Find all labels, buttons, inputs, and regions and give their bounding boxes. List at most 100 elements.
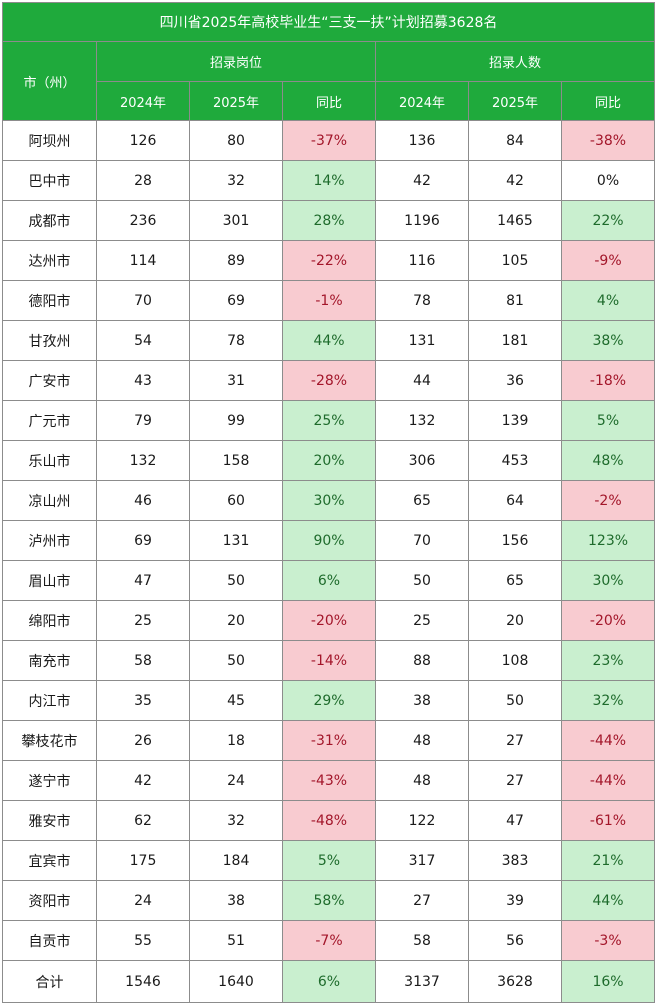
positions-2025-cell: 184 [189,840,283,881]
city-cell: 巴中市 [2,160,97,201]
people-2025-cell: 84 [468,120,562,161]
positions-2025-cell: 78 [189,320,283,361]
positions-2024-cell: 25 [96,600,190,641]
table-row: 凉山州 46 60 30% 65 64 -2% [2,480,656,521]
city-cell: 甘孜州 [2,320,97,361]
positions-yoy-cell: -14% [282,640,376,681]
people-yoy-cell: -3% [560,920,656,961]
people-2024-cell: 44 [375,360,469,401]
positions-2025-cell: 38 [189,880,283,921]
table-row: 遂宁市 42 24 -43% 48 27 -44% [2,760,656,801]
table-row: 泸州市 69 131 90% 70 156 123% [2,520,656,561]
positions-yoy-cell: -43% [282,760,376,801]
table-row: 阿坝州 126 80 -37% 136 84 -38% [2,120,656,161]
people-2024-cell: 88 [375,640,469,681]
table-row: 广元市 79 99 25% 132 139 5% [2,400,656,441]
people-2024-cell: 3137 [375,960,469,1003]
city-cell: 南充市 [2,640,97,681]
positions-2024-cell: 1546 [96,960,190,1003]
city-cell: 合计 [2,960,97,1003]
city-cell: 广安市 [2,360,97,401]
positions-2024-cell: 43 [96,360,190,401]
positions-2025-cell: 89 [189,240,283,281]
people-2025-cell: 108 [468,640,562,681]
people-2024-cell: 132 [375,400,469,441]
positions-2024-cell: 132 [96,440,190,481]
positions-2025-cell: 301 [189,200,283,241]
positions-2025-cell: 1640 [189,960,283,1003]
people-2025-cell: 453 [468,440,562,481]
people-2025-cell: 64 [468,480,562,521]
people-2024-cell: 42 [375,160,469,201]
positions-2025-cell: 51 [189,920,283,961]
people-2024-cell: 48 [375,720,469,761]
city-cell: 德阳市 [2,280,97,321]
positions-yoy-cell: -20% [282,600,376,641]
table-row: 资阳市 24 38 58% 27 39 44% [2,880,656,921]
table-title: 四川省2025年高校毕业生“三支一扶”计划招募3628名 [1,2,656,42]
people-2025-cell: 156 [468,520,562,561]
positions-2024-cell: 175 [96,840,190,881]
city-cell: 乐山市 [2,440,97,481]
people-2025-cell: 39 [468,880,562,921]
table-row: 德阳市 70 69 -1% 78 81 4% [2,280,656,321]
positions-yoy-cell: 30% [282,480,376,521]
people-yoy-cell: 4% [560,280,656,321]
people-2024-cell: 38 [375,680,469,721]
positions-2025-cell: 32 [189,160,283,201]
positions-yoy-cell: -48% [282,800,376,841]
positions-2024-cell: 58 [96,640,190,681]
positions-group-header: 招录岗位 [96,41,376,82]
city-cell: 雅安市 [2,800,97,841]
positions-2024-cell: 28 [96,160,190,201]
positions-yoy-cell: 25% [282,400,376,441]
city-cell: 广元市 [2,400,97,441]
positions-2025-cell: 50 [189,560,283,601]
positions-2024-cell: 70 [96,280,190,321]
city-cell: 绵阳市 [2,600,97,641]
positions-2024-cell: 114 [96,240,190,281]
positions-2025-cell: 80 [189,120,283,161]
table-row: 内江市 35 45 29% 38 50 32% [2,680,656,721]
people-2024-cell: 50 [375,560,469,601]
positions-yoy-cell: 44% [282,320,376,361]
table-row: 广安市 43 31 -28% 44 36 -18% [2,360,656,401]
city-cell: 攀枝花市 [2,720,97,761]
people-yoy-cell: -44% [560,760,656,801]
positions-yoy-cell: 5% [282,840,376,881]
people-2025-cell: 27 [468,760,562,801]
people-2025-cell: 1465 [468,200,562,241]
people-2024-cell: 122 [375,800,469,841]
positions-2024-cell: 47 [96,560,190,601]
table-row: 南充市 58 50 -14% 88 108 23% [2,640,656,681]
people-2025-cell: 65 [468,560,562,601]
positions-2025-cell: 45 [189,680,283,721]
people-yoy-cell: 21% [560,840,656,881]
table-row: 甘孜州 54 78 44% 131 181 38% [2,320,656,361]
people-2024-cell: 27 [375,880,469,921]
table-row: 绵阳市 25 20 -20% 25 20 -20% [2,600,656,641]
positions-yoy-header: 同比 [282,81,376,121]
people-yoy-cell: 5% [560,400,656,441]
positions-yoy-cell: -1% [282,280,376,321]
people-yoy-cell: 32% [560,680,656,721]
positions-2024-cell: 236 [96,200,190,241]
people-2024-cell: 306 [375,440,469,481]
positions-yoy-cell: -28% [282,360,376,401]
people-2025-cell: 139 [468,400,562,441]
table-row: 巴中市 28 32 14% 42 42 0% [2,160,656,201]
people-2025-cell: 105 [468,240,562,281]
people-2025-cell: 27 [468,720,562,761]
total-row: 合计 1546 1640 6% 3137 3628 16% [2,960,656,1003]
city-cell: 达州市 [2,240,97,281]
positions-2024-cell: 62 [96,800,190,841]
people-yoy-cell: -20% [560,600,656,641]
positions-2024-cell: 69 [96,520,190,561]
table-row: 自贡市 55 51 -7% 58 56 -3% [2,920,656,961]
people-2025-cell: 20 [468,600,562,641]
people-yoy-cell: -18% [560,360,656,401]
table-body: 阿坝州 126 80 -37% 136 84 -38% 巴中市 28 32 14% 42 42 0% 成都市… [2,120,656,1003]
positions-2025-cell: 99 [189,400,283,441]
people-2025-cell: 42 [468,160,562,201]
